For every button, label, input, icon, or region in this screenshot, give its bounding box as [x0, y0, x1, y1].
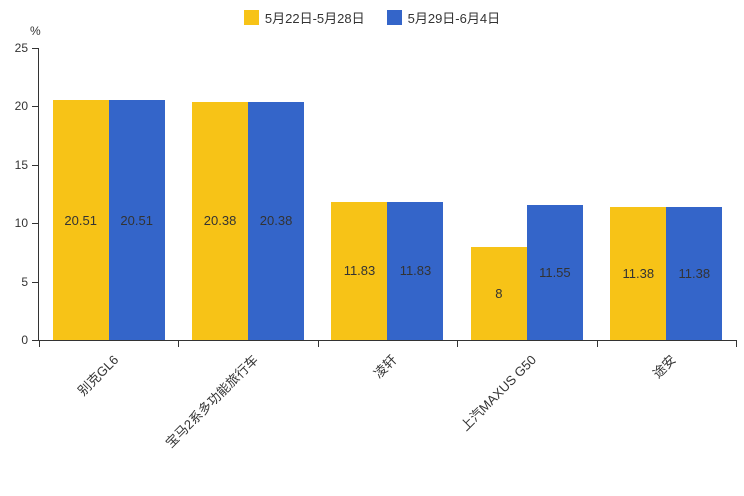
x-axis-tick — [736, 340, 737, 347]
y-tick-label: 5 — [21, 274, 28, 289]
legend-item-week1[interactable]: 5月22日-5月28日 — [243, 8, 365, 27]
legend-item-week2[interactable]: 5月29日-6月4日 — [386, 8, 501, 27]
bar-group: 11.83 11.83 — [318, 48, 457, 340]
legend-label-week1: 5月22日-5月28日 — [264, 11, 365, 26]
legend-swatch-yellow — [243, 10, 259, 25]
y-tick-label: 10 — [14, 216, 28, 231]
y-axis-tick — [32, 106, 39, 108]
bar-group: 8 11.55 — [457, 48, 596, 340]
bar-series2-宝马2系多功能旅行车[interactable]: 20.38 — [248, 101, 305, 340]
bar-series1-途安[interactable]: 11.38 — [610, 207, 667, 340]
y-tick-label: 20 — [14, 99, 28, 114]
bar-series2-凌轩[interactable]: 11.83 — [387, 201, 444, 340]
x-category-label: 上汽MAXUS G50 — [458, 352, 540, 434]
bar-value-label: 20.51 — [120, 212, 153, 228]
legend-label-week2: 5月29日-6月4日 — [407, 11, 501, 26]
x-category-label: 宝马2系多功能旅行车 — [162, 352, 261, 451]
plot-area: 0 5 10 15 20 25 20.51 20.51 别克GL6 20.38 20.38 宝马2系多… — [15, 41, 737, 451]
bar-value-label: 11.38 — [678, 266, 711, 282]
legend: 5月22日-5月28日 5月29日-6月4日 — [0, 8, 744, 27]
x-axis-tick — [596, 340, 598, 347]
x-axis-tick — [39, 340, 40, 347]
x-axis-tick — [317, 340, 319, 347]
y-axis-unit-label: % — [30, 24, 41, 38]
legend-swatch-blue — [386, 10, 402, 25]
bar-series2-途安[interactable]: 11.38 — [666, 207, 723, 340]
bar-value-label: 8 — [495, 285, 503, 301]
bar-group: 20.51 20.51 — [39, 48, 178, 340]
bar-value-label: 20.38 — [203, 213, 237, 229]
bar-series2-别克GL6[interactable]: 20.51 — [108, 100, 165, 340]
x-category-label: 凌轩 — [371, 352, 401, 382]
bar-value-label: 20.38 — [259, 213, 293, 229]
bar-series1-宝马2系多功能旅行车[interactable]: 20.38 — [192, 101, 249, 340]
x-axis-tick — [457, 340, 459, 347]
bar-series2-上汽MAXUS G50[interactable]: 11.55 — [526, 205, 583, 340]
y-axis-tick — [32, 48, 39, 49]
y-tick-label: 15 — [14, 157, 28, 172]
bar-value-label: 20.51 — [64, 212, 97, 228]
bar-value-label: 11.83 — [343, 263, 376, 279]
bar-value-label: 11.83 — [399, 263, 432, 279]
bar-series1-上汽MAXUS G50[interactable]: 8 — [470, 246, 527, 340]
bar-value-label: 11.55 — [539, 265, 571, 281]
x-axis-tick — [178, 340, 180, 347]
x-category-label: 别克GL6 — [75, 352, 122, 399]
bar-series1-凌轩[interactable]: 11.83 — [331, 201, 388, 340]
bar-group: 20.38 20.38 — [178, 48, 317, 340]
y-tick-label: 25 — [14, 41, 28, 55]
y-axis-tick — [32, 340, 39, 341]
bar-value-label: 11.38 — [622, 266, 655, 282]
y-axis-tick — [32, 164, 39, 166]
y-axis-tick — [32, 223, 39, 225]
y-axis-tick — [32, 281, 39, 283]
bar-group: 11.38 11.38 — [597, 48, 736, 340]
y-tick-label: 0 — [21, 333, 28, 347]
bar-series1-别克GL6[interactable]: 20.51 — [52, 100, 109, 340]
x-category-label: 途安 — [650, 352, 680, 382]
